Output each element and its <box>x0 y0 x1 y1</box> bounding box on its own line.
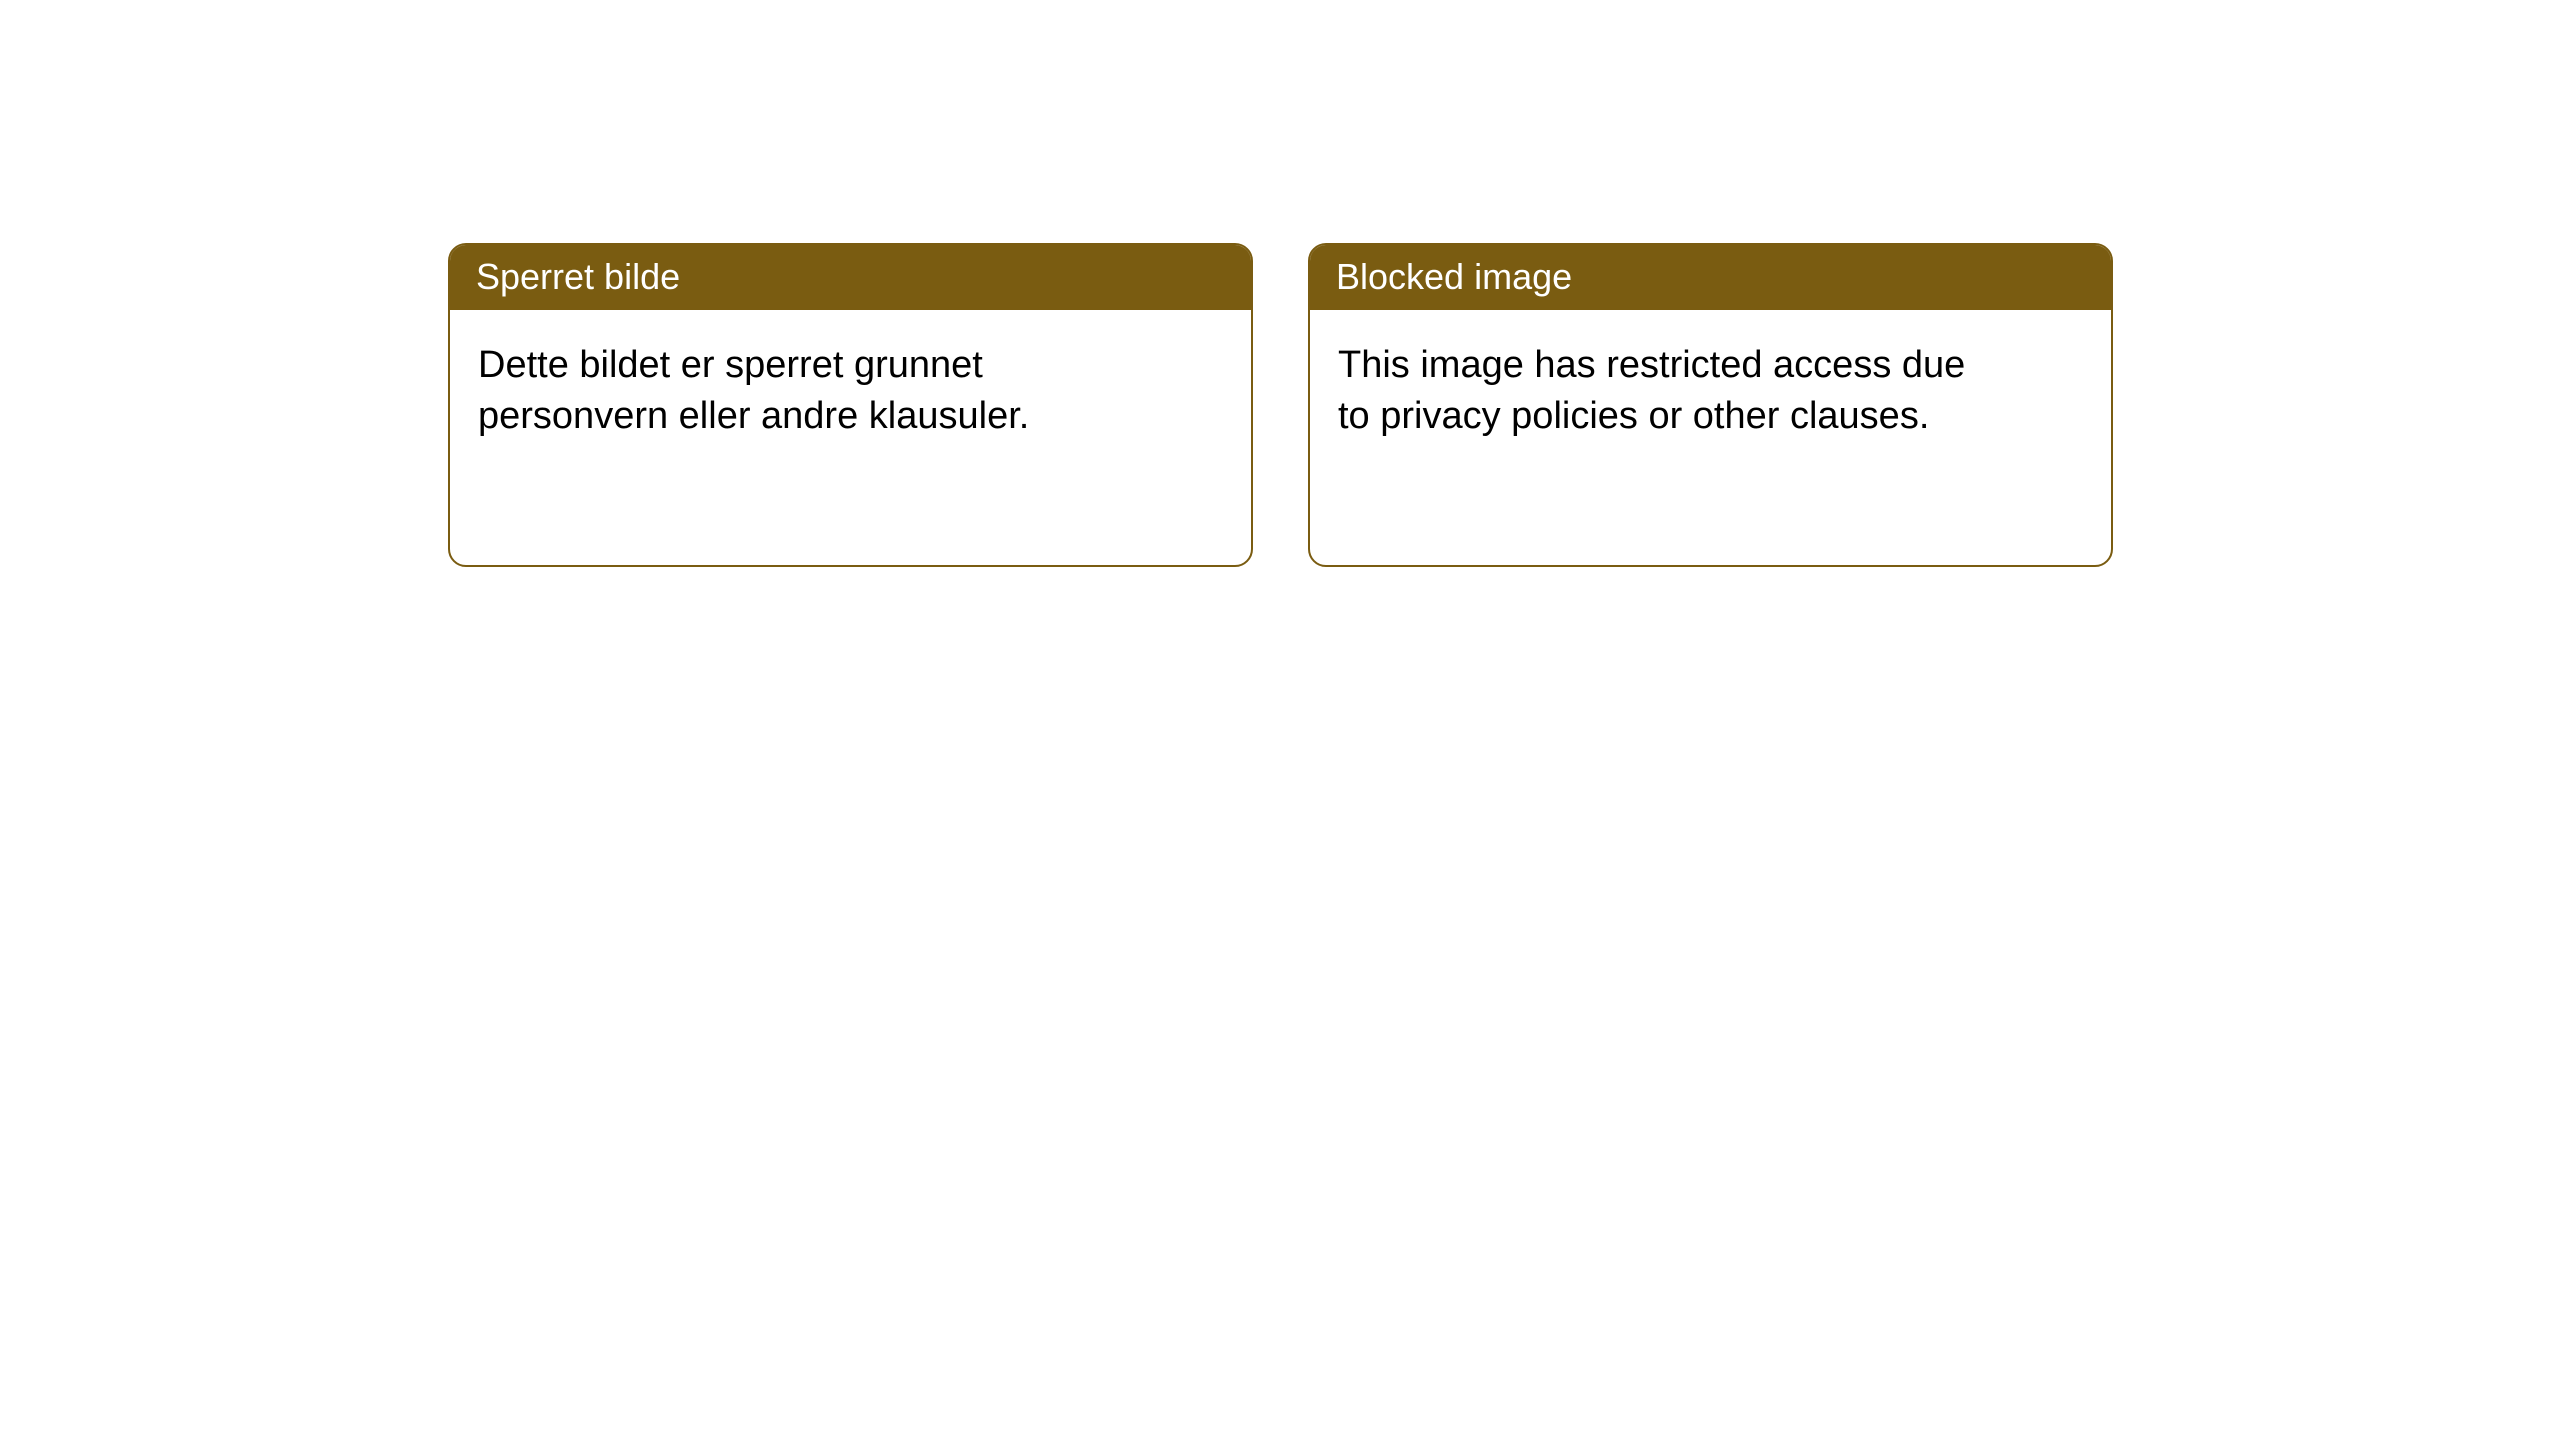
notice-header: Blocked image <box>1310 245 2111 310</box>
notice-header: Sperret bilde <box>450 245 1251 310</box>
notice-card-english: Blocked image This image has restricted … <box>1308 243 2113 567</box>
notice-card-norwegian: Sperret bilde Dette bildet er sperret gr… <box>448 243 1253 567</box>
notice-body: Dette bildet er sperret grunnet personve… <box>450 310 1251 565</box>
notice-text: This image has restricted access due to … <box>1338 340 1998 443</box>
notice-text: Dette bildet er sperret grunnet personve… <box>478 340 1138 443</box>
notice-body: This image has restricted access due to … <box>1310 310 2111 565</box>
notices-container: Sperret bilde Dette bildet er sperret gr… <box>448 243 2113 567</box>
